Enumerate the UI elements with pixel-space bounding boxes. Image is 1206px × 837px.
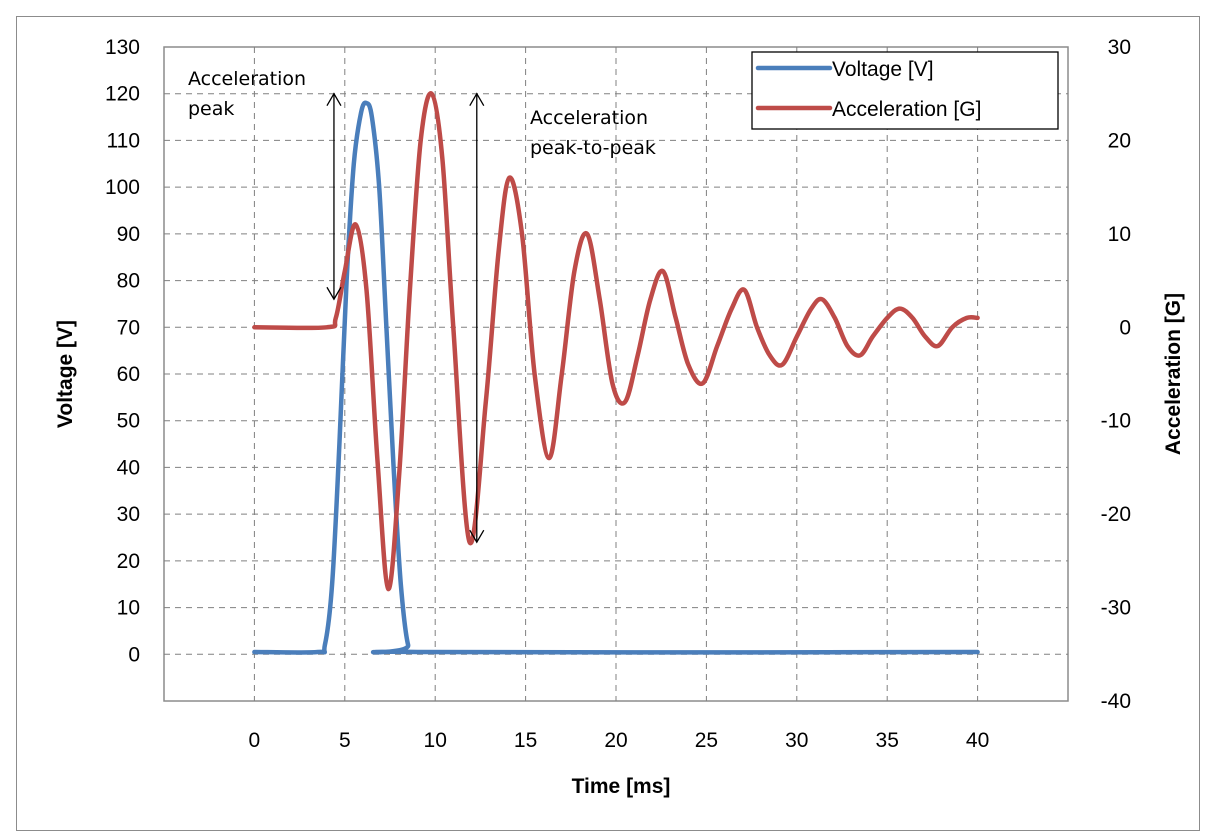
- right-axis-ticks: -40 -30 -20 -10 0 10 20 30: [1101, 36, 1131, 713]
- x-tick-label: 35: [876, 729, 899, 752]
- annotation-text: peak: [188, 98, 234, 120]
- x-tick-label: 30: [785, 729, 808, 752]
- left-axis-ticks: 0 10 20 30 40 50 60 70 80 90 100 110 120 130: [105, 36, 140, 666]
- left-tick-label: 50: [117, 410, 140, 433]
- right-tick-label: -30: [1101, 597, 1131, 620]
- arrow-head-up: [326, 92, 342, 107]
- x-tick-label: 0: [249, 729, 261, 752]
- annotation-text: peak-to-peak: [530, 137, 656, 159]
- left-tick-label: 80: [117, 270, 140, 293]
- left-tick-label: 60: [117, 363, 140, 386]
- left-tick-label: 40: [117, 456, 140, 479]
- arrow-head-down: [469, 529, 485, 544]
- right-tick-label: 10: [1108, 223, 1131, 246]
- x-tick-label: 20: [604, 729, 627, 752]
- right-axis-title: Acceleration [G]: [1162, 293, 1185, 455]
- acceleration-series-line: [252, 91, 980, 592]
- x-axis-title: Time [ms]: [572, 775, 671, 798]
- voltage-series-line: [252, 100, 980, 655]
- annotation-text: Acceleration: [530, 107, 648, 129]
- arrow-head-up: [469, 92, 485, 107]
- left-tick-label: 30: [117, 503, 140, 526]
- left-axis-title: Voltage [V]: [54, 320, 77, 428]
- left-tick-label: 20: [117, 550, 140, 573]
- left-tick-label: 70: [117, 316, 140, 339]
- x-tick-label: 15: [514, 729, 537, 752]
- annotation-layer: Acceleration peak Acceleration peak-to-peak: [188, 68, 656, 544]
- right-tick-label: 0: [1119, 316, 1131, 339]
- legend-label: Acceleration [G]: [832, 98, 981, 121]
- left-tick-label: 120: [105, 83, 140, 106]
- right-tick-label: 30: [1108, 36, 1131, 59]
- left-tick-label: 100: [105, 176, 140, 199]
- x-tick-label: 40: [966, 729, 989, 752]
- left-tick-label: 10: [117, 597, 140, 620]
- left-tick-label: 110: [107, 129, 140, 152]
- annotation-text: Acceleration: [188, 68, 306, 90]
- left-tick-label: 90: [117, 223, 140, 246]
- right-tick-label: 20: [1108, 129, 1131, 152]
- right-tick-label: -40: [1101, 690, 1131, 713]
- grid-lines: [164, 47, 1068, 701]
- x-tick-label: 25: [695, 729, 718, 752]
- left-tick-label: 130: [105, 36, 140, 59]
- right-tick-label: -10: [1101, 410, 1131, 433]
- x-tick-label: 10: [424, 729, 447, 752]
- legend: Voltage [V] Acceleration [G]: [751, 51, 1059, 130]
- legend-box: [751, 51, 1059, 130]
- left-tick-label: 0: [128, 643, 140, 666]
- x-tick-label: 5: [339, 729, 351, 752]
- x-axis-ticks: 0 5 10 15 20 25 30 35 40: [249, 729, 990, 752]
- series-layer: [252, 91, 980, 655]
- right-tick-label: -20: [1101, 503, 1131, 526]
- arrow-head-down: [326, 286, 342, 301]
- legend-label: Voltage [V]: [832, 58, 934, 81]
